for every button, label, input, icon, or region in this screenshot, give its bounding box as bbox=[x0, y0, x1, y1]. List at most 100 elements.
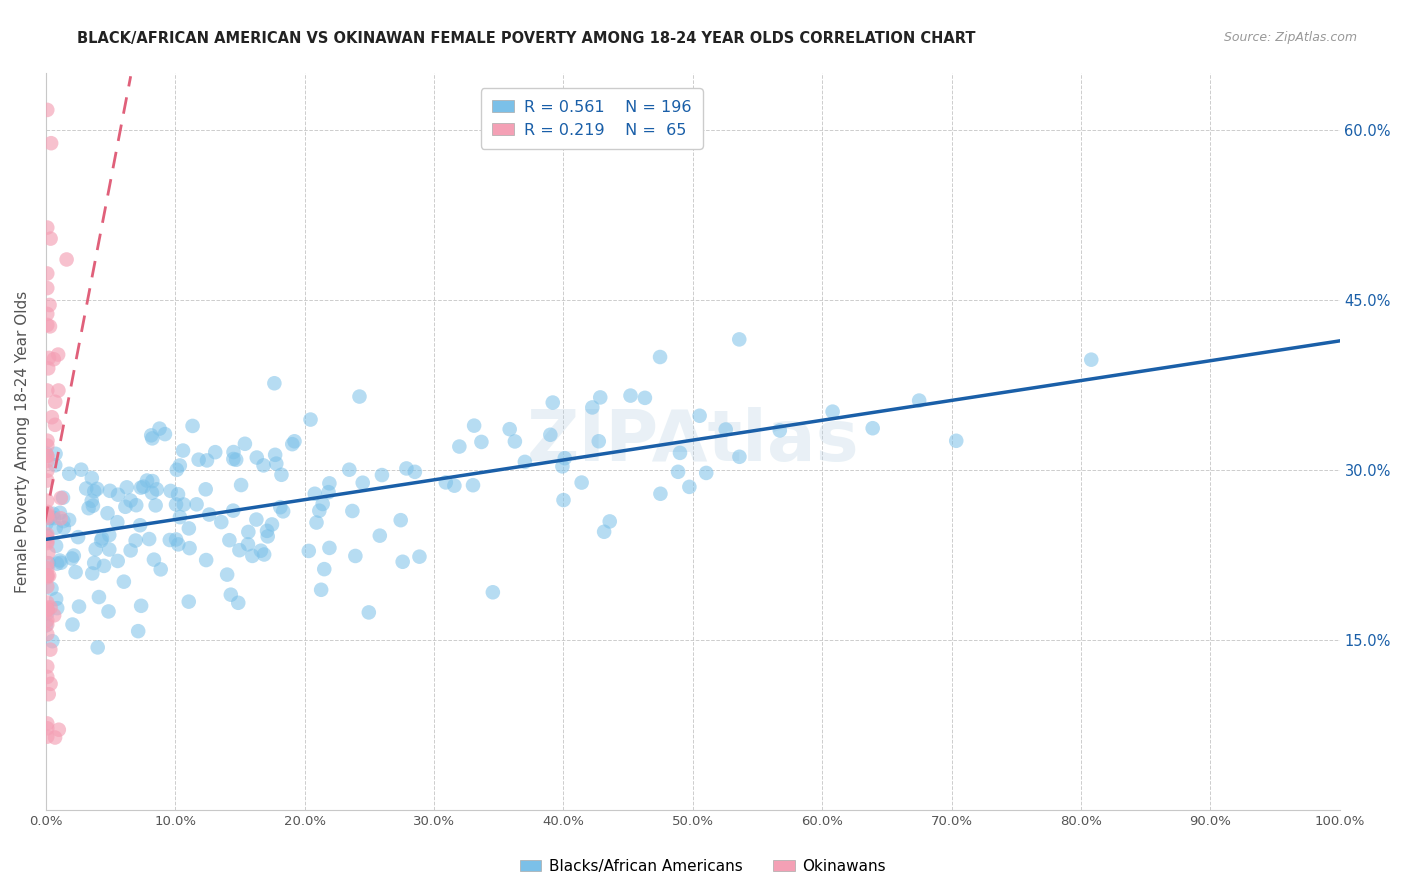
Point bbox=[48, 384, 70, 398]
Point bbox=[120, 543, 142, 558]
Point bbox=[256, 529, 278, 543]
Point bbox=[256, 524, 278, 538]
Point bbox=[83, 484, 105, 499]
Point bbox=[499, 422, 522, 436]
Point bbox=[37, 603, 59, 617]
Point bbox=[77, 501, 100, 516]
Point bbox=[260, 517, 283, 532]
Point bbox=[159, 533, 181, 547]
Point bbox=[1080, 352, 1102, 367]
Point bbox=[769, 424, 792, 438]
Point bbox=[138, 532, 160, 546]
Point bbox=[669, 446, 692, 460]
Point bbox=[112, 574, 135, 589]
Point bbox=[482, 585, 505, 599]
Point bbox=[90, 533, 112, 548]
Point bbox=[45, 592, 67, 607]
Point bbox=[305, 516, 328, 530]
Point bbox=[37, 545, 59, 559]
Point bbox=[298, 544, 321, 558]
Point bbox=[271, 504, 294, 518]
Point bbox=[41, 634, 63, 648]
Point bbox=[37, 607, 59, 621]
Point bbox=[449, 440, 471, 454]
Point bbox=[165, 498, 187, 512]
Point bbox=[145, 483, 167, 497]
Point bbox=[349, 390, 371, 404]
Point bbox=[49, 511, 72, 525]
Point bbox=[127, 624, 149, 639]
Point bbox=[503, 434, 526, 449]
Point bbox=[38, 298, 60, 312]
Point bbox=[39, 642, 62, 657]
Point bbox=[650, 487, 672, 501]
Point bbox=[236, 537, 259, 551]
Point bbox=[270, 467, 292, 482]
Point bbox=[46, 348, 69, 362]
Point bbox=[80, 493, 103, 508]
Point bbox=[37, 670, 59, 684]
Point bbox=[37, 561, 59, 575]
Point bbox=[67, 530, 90, 544]
Point bbox=[142, 552, 165, 566]
Point bbox=[49, 556, 72, 570]
Point bbox=[37, 220, 59, 235]
Point bbox=[39, 232, 62, 246]
Point bbox=[87, 590, 110, 604]
Point bbox=[124, 533, 146, 548]
Point bbox=[48, 723, 70, 737]
Point bbox=[44, 458, 66, 473]
Point bbox=[132, 480, 155, 494]
Point bbox=[55, 252, 77, 267]
Point bbox=[352, 475, 374, 490]
Point bbox=[44, 731, 66, 745]
Point bbox=[58, 467, 80, 481]
Point bbox=[38, 351, 60, 365]
Point bbox=[253, 548, 276, 562]
Point bbox=[37, 527, 59, 541]
Point bbox=[391, 555, 413, 569]
Point bbox=[52, 491, 75, 505]
Text: BLACK/AFRICAN AMERICAN VS OKINAWAN FEMALE POVERTY AMONG 18-24 YEAR OLDS CORRELAT: BLACK/AFRICAN AMERICAN VS OKINAWAN FEMAL… bbox=[77, 31, 976, 46]
Point bbox=[728, 450, 751, 464]
Point bbox=[52, 514, 75, 528]
Point bbox=[470, 434, 492, 449]
Point bbox=[84, 542, 107, 557]
Point bbox=[222, 503, 245, 517]
Legend: Blacks/African Americans, Okinawans: Blacks/African Americans, Okinawans bbox=[515, 853, 891, 880]
Point bbox=[136, 474, 159, 488]
Point bbox=[318, 541, 340, 555]
Point bbox=[62, 549, 84, 563]
Point bbox=[246, 450, 269, 465]
Point bbox=[541, 395, 564, 409]
Point bbox=[141, 474, 163, 488]
Point bbox=[98, 483, 121, 498]
Point bbox=[461, 478, 484, 492]
Point bbox=[695, 466, 717, 480]
Point bbox=[96, 506, 118, 520]
Point bbox=[37, 531, 59, 545]
Point bbox=[198, 508, 221, 522]
Point bbox=[37, 493, 59, 508]
Point bbox=[37, 439, 59, 453]
Point bbox=[37, 659, 59, 673]
Point bbox=[37, 536, 59, 550]
Text: Source: ZipAtlas.com: Source: ZipAtlas.com bbox=[1223, 31, 1357, 45]
Point bbox=[588, 434, 610, 449]
Point bbox=[395, 461, 418, 475]
Point bbox=[357, 606, 380, 620]
Point bbox=[195, 553, 218, 567]
Point bbox=[318, 485, 340, 500]
Point bbox=[263, 376, 285, 391]
Point bbox=[37, 595, 59, 609]
Point bbox=[37, 361, 59, 376]
Point bbox=[463, 418, 485, 433]
Point bbox=[86, 482, 108, 496]
Point bbox=[165, 533, 187, 547]
Point bbox=[38, 568, 60, 582]
Point bbox=[304, 487, 326, 501]
Point bbox=[252, 458, 274, 473]
Point bbox=[37, 449, 59, 463]
Point bbox=[599, 515, 621, 529]
Point bbox=[45, 447, 67, 461]
